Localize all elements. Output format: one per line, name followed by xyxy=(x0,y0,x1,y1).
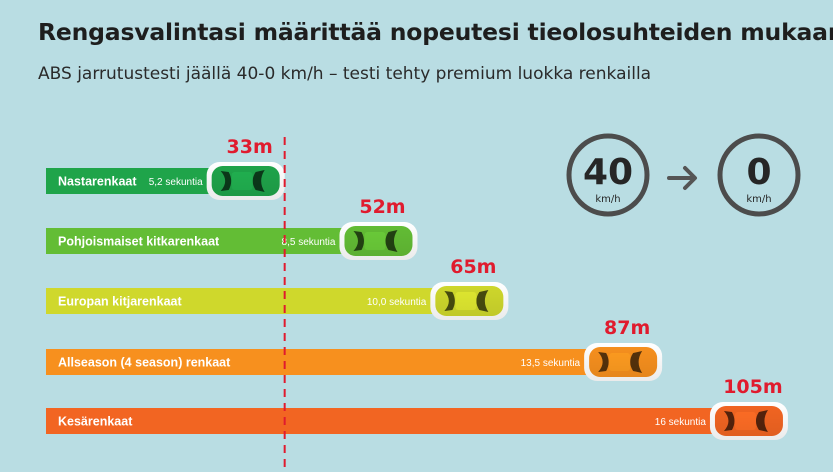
speed-from-unit: km/h xyxy=(595,194,620,205)
bar-row: Allseason (4 season) renkaat 13,5 sekunti… xyxy=(46,317,663,381)
car-shade xyxy=(709,402,788,440)
bar xyxy=(46,408,718,434)
chart-title: Rengasvalintasi määrittää nopeutesi tieo… xyxy=(38,18,833,46)
speed-to-gauge: 0 km/h xyxy=(717,133,801,217)
car-icon xyxy=(709,402,788,440)
category-label: Allseason (4 season) renkaat xyxy=(58,356,231,370)
speed-panel: 40 km/h 0 km/h xyxy=(565,130,815,230)
time-label: 13,5 sekuntia xyxy=(521,358,581,369)
bar-row: Europan kitjarenkaat 10,0 sekuntia 65m xyxy=(46,256,509,320)
car-icon xyxy=(430,282,509,320)
time-label: 10,0 sekuntia xyxy=(367,297,427,308)
chart-subtitle: ABS jarrutustesti jäällä 40-0 km/h – tes… xyxy=(38,64,652,84)
distance-label: 105m xyxy=(723,376,782,398)
time-label: 8,5 sekuntia xyxy=(282,237,336,248)
car-shade xyxy=(339,222,418,260)
car-icon xyxy=(339,222,418,260)
bar-row: Nastarenkaat 5,2 sekuntia 33m xyxy=(46,136,285,200)
car-shade xyxy=(430,282,509,320)
bar-row: Pohjoismaiset kitkarenkaat 8,5 sekuntia 52… xyxy=(46,196,418,260)
bar xyxy=(46,288,439,314)
category-label: Pohjoismaiset kitkarenkaat xyxy=(58,235,220,249)
speed-from-value: 40 xyxy=(583,152,633,193)
time-label: 5,2 sekuntia xyxy=(149,177,203,188)
car-icon xyxy=(206,162,285,200)
distance-label: 52m xyxy=(359,196,405,218)
speed-to-ring xyxy=(717,133,801,217)
category-label: Kesärenkaat xyxy=(58,415,133,429)
bar-row: Kesärenkaat 16 sekuntia 105m xyxy=(46,376,788,440)
speed-from-ring xyxy=(566,133,650,217)
car-shade xyxy=(206,162,285,200)
distance-label: 87m xyxy=(604,317,650,339)
time-label: 16 sekuntia xyxy=(655,417,707,428)
speed-from-gauge: 40 km/h xyxy=(566,133,650,217)
speed-to-value: 0 xyxy=(746,152,771,193)
distance-label: 65m xyxy=(450,256,496,278)
bar xyxy=(46,168,215,194)
bar xyxy=(46,349,593,375)
category-label: Europan kitjarenkaat xyxy=(58,295,182,309)
speed-to-unit: km/h xyxy=(746,194,771,205)
category-label: Nastarenkaat xyxy=(58,175,137,189)
car-shade xyxy=(584,343,663,381)
bar xyxy=(46,228,348,254)
car-icon xyxy=(584,343,663,381)
arrow-right-icon xyxy=(667,166,697,190)
distance-label: 33m xyxy=(227,136,273,158)
